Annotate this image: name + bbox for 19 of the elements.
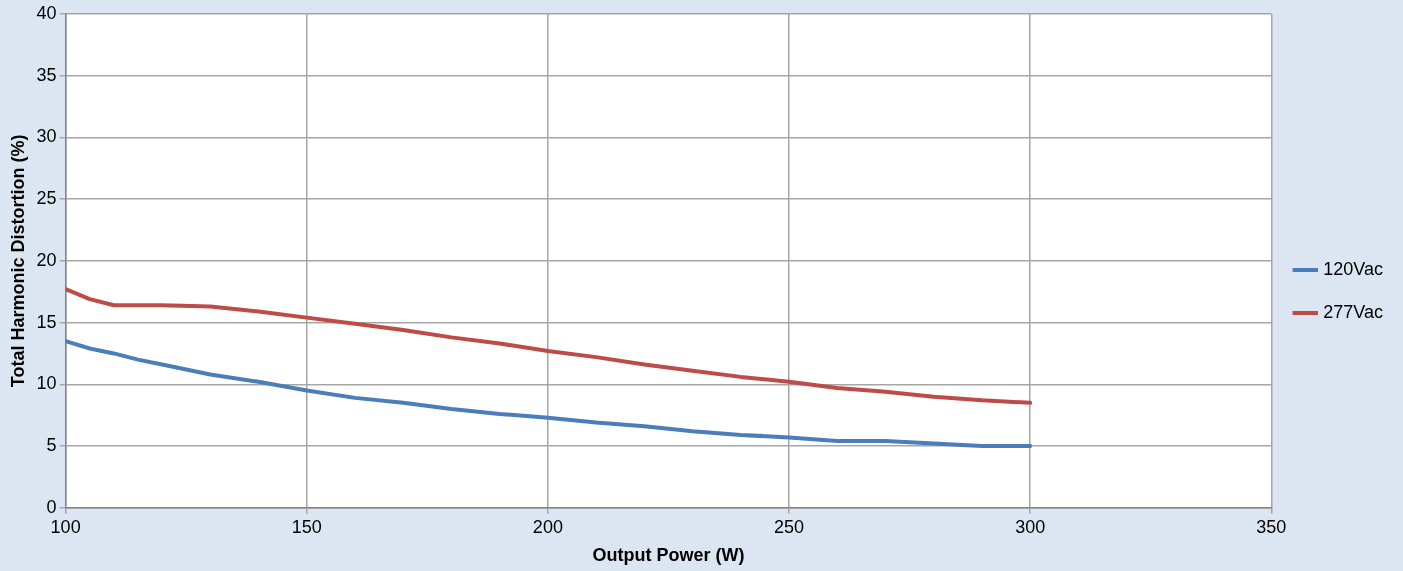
y-tick-label: 20 (36, 249, 57, 270)
x-axis-title: Output Power (W) (592, 545, 745, 566)
legend-label: 277Vac (1323, 301, 1384, 322)
y-tick-label: 40 (36, 2, 57, 23)
x-tick-label: 300 (1015, 516, 1046, 537)
x-tick-label: 350 (1256, 516, 1287, 537)
y-tick-label: 5 (46, 435, 57, 456)
x-tick-label: 200 (532, 516, 563, 537)
legend-label: 120Vac (1323, 258, 1384, 279)
y-tick-label: 0 (46, 496, 57, 517)
y-tick-label: 25 (36, 188, 57, 209)
x-tick-label: 150 (291, 516, 322, 537)
y-axis-title: Total Harmonic Distortion (%) (7, 134, 28, 388)
y-tick-label: 35 (36, 64, 57, 85)
x-tick-label: 100 (50, 516, 81, 537)
x-tick-label: 250 (774, 516, 805, 537)
y-tick-label: 10 (36, 373, 57, 394)
y-tick-label: 30 (36, 126, 57, 147)
y-tick-label: 15 (36, 311, 57, 332)
